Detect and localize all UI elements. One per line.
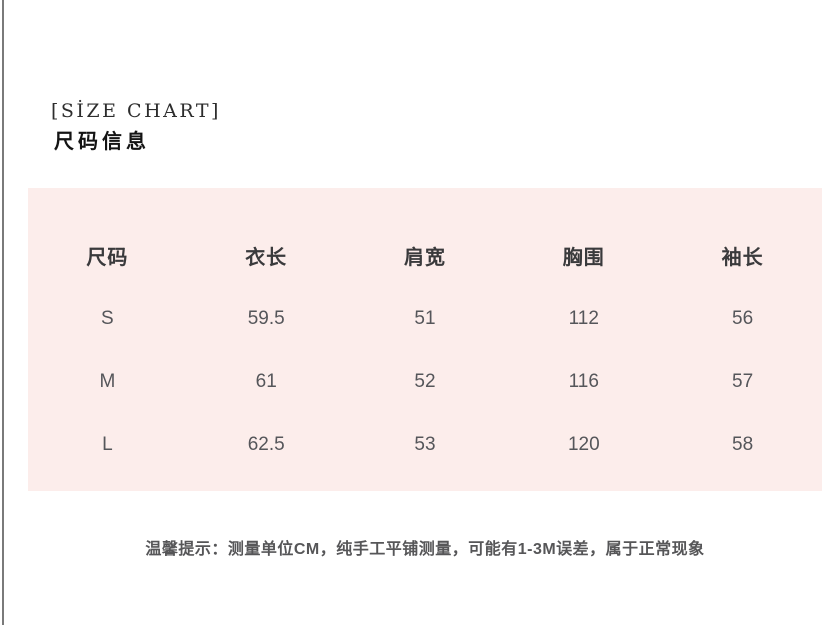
table-row-m: M 61 52 116 57 xyxy=(28,350,822,413)
page-header: [SİZE CHART] 尺码信息 xyxy=(51,98,221,154)
page-subtitle: 尺码信息 xyxy=(54,131,150,153)
shoulder-value: 53 xyxy=(414,433,436,455)
column-header-shoulder: 肩宽 xyxy=(403,247,446,269)
page-title: [SİZE CHART] xyxy=(51,100,221,122)
column-header-size: 尺码 xyxy=(86,247,129,269)
shoulder-value: 51 xyxy=(414,307,436,329)
size-label: L xyxy=(102,433,113,455)
bust-value: 120 xyxy=(567,433,600,455)
sleeve-value: 58 xyxy=(732,433,754,455)
table-row-s: S 59.5 51 112 56 xyxy=(28,287,822,350)
bust-value: 116 xyxy=(568,370,599,392)
sleeve-value: 56 xyxy=(732,307,754,329)
bust-value: 112 xyxy=(568,307,599,329)
column-header-bust: 胸围 xyxy=(562,247,605,269)
size-table-header: 尺码 衣长 肩宽 胸围 袖长 xyxy=(28,224,822,287)
length-value: 62.5 xyxy=(247,433,285,455)
size-table: 尺码 衣长 肩宽 胸围 袖长 S 59.5 51 112 56 M 61 xyxy=(28,224,822,476)
size-table-panel: 尺码 衣长 肩宽 胸围 袖长 S 59.5 51 112 56 M 61 xyxy=(28,188,822,491)
length-value: 61 xyxy=(255,370,277,392)
size-table-body: S 59.5 51 112 56 M 61 52 116 57 L 62.5 5… xyxy=(28,287,822,476)
column-header-sleeve: 袖长 xyxy=(721,247,764,269)
shoulder-value: 52 xyxy=(414,370,436,392)
length-value: 59.5 xyxy=(247,307,285,329)
size-label: S xyxy=(101,307,114,329)
column-header-length: 衣长 xyxy=(245,247,288,269)
measurement-note: 温馨提示：测量单位CM，纯手工平铺测量，可能有1-3M误差，属于正常现象 xyxy=(145,541,705,558)
size-label: M xyxy=(99,370,116,392)
left-border-line xyxy=(2,0,4,625)
table-row-l: L 62.5 53 120 58 xyxy=(28,413,822,476)
header-row: 尺码 衣长 肩宽 胸围 袖长 xyxy=(28,224,822,287)
sleeve-value: 57 xyxy=(732,370,754,392)
